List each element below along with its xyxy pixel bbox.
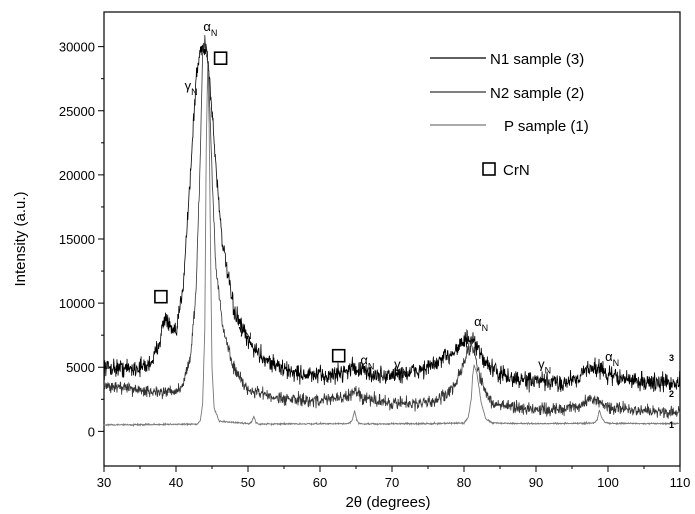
- alpha-n-label: αN: [605, 349, 619, 368]
- peak-annotations: αN γN γN αN γN αN γN αN: [185, 19, 619, 375]
- y-tick-label: 15000: [59, 232, 95, 247]
- x-tick-labels: 30 40 50 60 70 80 90 100 110: [97, 475, 691, 490]
- y-tick-label: 25000: [59, 104, 95, 119]
- legend-label-crn: CrN: [503, 162, 530, 179]
- y-axis-title: Intensity (a.u.): [12, 191, 29, 286]
- alpha-n-label: αN: [360, 353, 374, 372]
- x-tick-label: 80: [457, 475, 471, 490]
- x-tick-label: 60: [313, 475, 327, 490]
- series-n1-line: [103, 42, 681, 393]
- series-layer: [103, 34, 681, 428]
- gamma-n-label: γN: [394, 357, 407, 376]
- y-tick-label: 20000: [59, 168, 95, 183]
- legend-label-n1: N1 sample (3): [490, 51, 584, 68]
- curve-label-p: 1: [669, 420, 674, 430]
- x-tick-label: 50: [241, 475, 255, 490]
- y-tick-label: 30000: [59, 40, 95, 55]
- x-tick-label: 90: [529, 475, 543, 490]
- y-tick-label: 10000: [59, 296, 95, 311]
- x-tick-label: 100: [597, 475, 619, 490]
- y-tick-label: 5000: [66, 360, 95, 375]
- crn-square-icon: [213, 51, 228, 66]
- gamma-n-label: γN: [185, 78, 198, 97]
- alpha-n-label: αN: [203, 19, 217, 38]
- legend-crn-square-icon: [482, 162, 496, 176]
- crn-square-icon: [331, 348, 346, 363]
- curve-label-n1: 3: [669, 353, 674, 363]
- crn-markers: [154, 51, 346, 363]
- x-tick-label: 110: [670, 475, 691, 490]
- crn-square-icon: [154, 289, 168, 304]
- gamma-n-label: γN: [239, 322, 252, 341]
- x-tick-label: 30: [97, 475, 111, 490]
- alpha-n-label: αN: [474, 314, 488, 333]
- y-tick-label: 0: [88, 424, 95, 439]
- curve-label-n2: 2: [669, 389, 674, 399]
- y-tick-labels: 0 5000 10000 15000 20000 25000 30000: [59, 40, 95, 440]
- x-tick-label: 70: [385, 475, 399, 490]
- x-tick-label: 40: [169, 475, 183, 490]
- legend-label-p: P sample (1): [504, 118, 589, 135]
- x-axis-title: 2θ (degrees): [345, 494, 430, 511]
- series-p-line: [103, 65, 681, 428]
- gamma-n-label: γN: [538, 357, 551, 376]
- axis-ticks: [98, 46, 681, 472]
- legend-label-n2: N2 sample (2): [490, 85, 584, 102]
- legend: N1 sample (3) N2 sample (2) P sample (1)…: [430, 51, 589, 179]
- series-n2-line: [103, 34, 681, 419]
